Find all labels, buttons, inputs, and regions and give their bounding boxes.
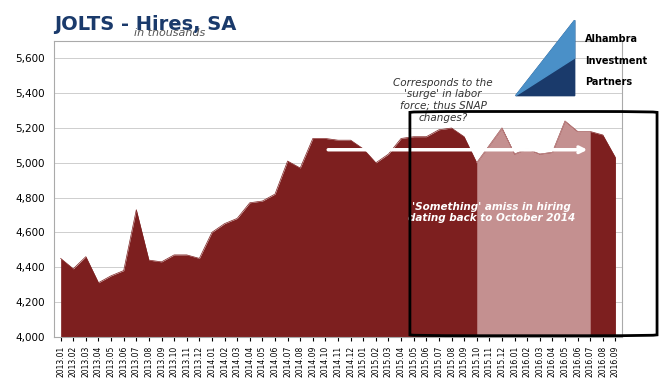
Text: Investment: Investment — [585, 56, 647, 66]
Text: in thousands: in thousands — [134, 28, 205, 38]
Text: Corresponds to the
'surge' in labor
force; thus SNAP
changes?: Corresponds to the 'surge' in labor forc… — [393, 78, 493, 123]
Text: JOLTS - Hires, SA: JOLTS - Hires, SA — [54, 15, 237, 34]
Polygon shape — [516, 20, 575, 96]
Polygon shape — [516, 20, 575, 96]
Text: 'Something' amiss in hiring
dating back to October 2014: 'Something' amiss in hiring dating back … — [407, 202, 575, 223]
Text: Alhambra: Alhambra — [585, 34, 638, 44]
Text: Partners: Partners — [585, 78, 632, 87]
